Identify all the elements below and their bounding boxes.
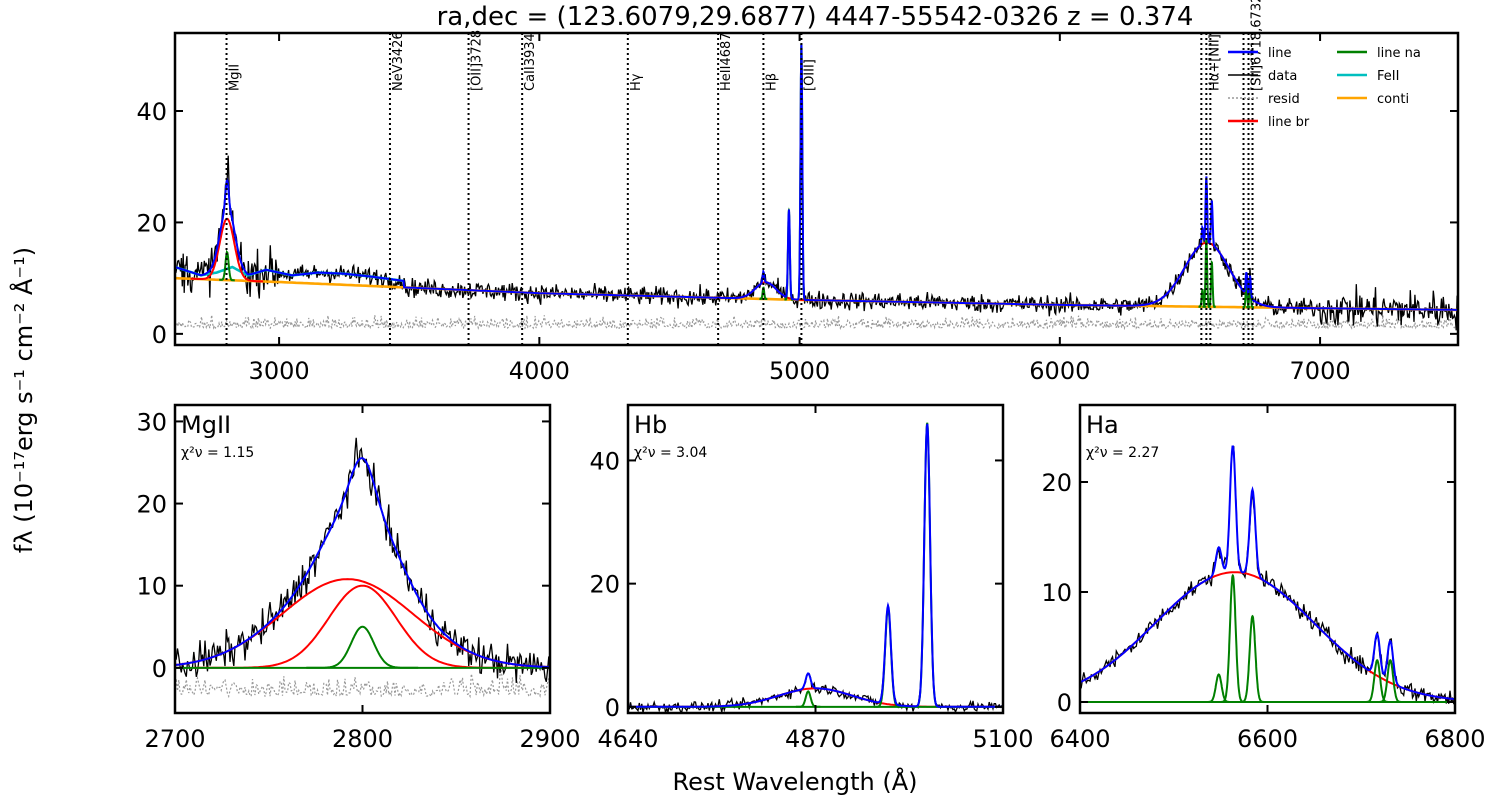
panel-frame xyxy=(173,31,1460,347)
data-series xyxy=(175,437,550,683)
plot-area xyxy=(1080,445,1455,705)
y-tick-label: 10 xyxy=(136,573,167,601)
panel-chi2: χ²ν = 3.04 xyxy=(634,445,707,461)
line-marker-label: MgII xyxy=(228,64,243,91)
panel-title: MgII xyxy=(181,411,231,439)
y-tick-label: 20 xyxy=(136,209,167,237)
data-series xyxy=(1080,445,1455,705)
x-tick-label: 6800 xyxy=(1424,725,1485,753)
line-marker-label: NeV3426 xyxy=(391,31,406,91)
y-tick-label: 0 xyxy=(152,655,167,683)
x-tick-label: 7000 xyxy=(1290,357,1351,385)
plot-area xyxy=(628,422,1003,713)
line-na-component xyxy=(1218,573,1247,703)
y-tick-label: 0 xyxy=(1057,689,1072,717)
line-na-component xyxy=(795,690,821,708)
data-series xyxy=(175,68,1458,331)
line-model-series xyxy=(175,43,1458,311)
line-model-series xyxy=(1080,445,1455,701)
y-tick-label: 20 xyxy=(589,571,620,599)
y-tick-label: 20 xyxy=(1041,469,1072,497)
y-tick-label: 40 xyxy=(136,98,167,126)
legend-data-label: data xyxy=(1268,69,1297,84)
line-model-series xyxy=(175,457,550,669)
x-tick-label: 6400 xyxy=(1049,725,1110,753)
x-tick-label: 2900 xyxy=(519,725,580,753)
line-marker-label: [SII]6718,6732 xyxy=(1250,0,1265,91)
panel-chi2: χ²ν = 2.27 xyxy=(1086,445,1159,461)
x-tick-label: 2800 xyxy=(332,725,393,753)
y-tick-label: 0 xyxy=(605,694,620,722)
panel-chi2: χ²ν = 1.15 xyxy=(181,445,254,461)
x-tick-label: 5000 xyxy=(769,357,830,385)
x-tick-label: 6600 xyxy=(1237,725,1298,753)
line-na-component xyxy=(1238,614,1267,703)
ha-panel: 6400 6600 6800 0 10 20 Ha χ²ν = 2.27 xyxy=(1041,403,1486,753)
x-tick-label: 2700 xyxy=(144,725,205,753)
line-na-component xyxy=(1207,259,1216,308)
y-axis-label: fλ (10⁻¹⁷erg s⁻¹ cm⁻² Å⁻¹) xyxy=(9,247,38,553)
chart-title: ra,dec = (123.6079,29.6877) 4447-55542-0… xyxy=(437,2,1194,32)
legend-feii-label: FeII xyxy=(1377,69,1399,84)
x-tick-label: 6000 xyxy=(1029,357,1090,385)
line-marker-label: Hγ xyxy=(629,73,644,91)
legend: line data resid line br line na FeII con… xyxy=(1228,46,1421,130)
y-tick-label: 10 xyxy=(1041,579,1072,607)
x-tick-label: 4640 xyxy=(597,725,658,753)
legend-line-br-label: line br xyxy=(1268,115,1310,130)
line-br-component xyxy=(1080,571,1455,701)
x-tick-label: 4870 xyxy=(785,725,846,753)
main-spectrum-panel: MgII NeV3426 [OII]3728 CaII3934 Hγ HeII4687 Hβ… xyxy=(136,0,1460,385)
resid-series xyxy=(175,668,550,699)
y-tick-label: 20 xyxy=(136,491,167,519)
line-marker-label: [OIII] xyxy=(802,59,817,91)
mgii-panel: 2700 2800 2900 0 10 20 30 MgII χ²ν = 1.15 xyxy=(136,403,581,753)
y-tick-label: 30 xyxy=(136,408,167,436)
x-tick-label: 5100 xyxy=(972,725,1033,753)
panel-title: Hb xyxy=(634,411,667,439)
data-series xyxy=(628,429,1003,713)
legend-line-label: line xyxy=(1268,46,1291,61)
line-marker-label: [OII]3728 xyxy=(470,30,485,91)
line-na-component xyxy=(912,422,942,708)
line-marker-label: Hα+[NII] xyxy=(1207,34,1222,91)
hb-panel: 4640 4870 5100 0 20 40 Hb χ²ν = 3.04 xyxy=(589,403,1034,753)
y-tick-label: 0 xyxy=(152,321,167,349)
resid-series xyxy=(175,314,1458,331)
x-tick-label: 4000 xyxy=(509,357,570,385)
line-br-component xyxy=(175,578,550,669)
line-marker-label: HeII4687 xyxy=(719,32,734,91)
line-na-component xyxy=(759,286,768,300)
line-na-component xyxy=(873,607,903,708)
y-tick-label: 40 xyxy=(589,447,620,475)
line-marker-label: CaII3934 xyxy=(523,33,538,91)
legend-conti-label: conti xyxy=(1377,92,1409,107)
line-model-series xyxy=(628,423,1003,708)
x-axis-label: Rest Wavelength (Å) xyxy=(672,767,917,796)
line-marker-label: Hβ xyxy=(764,73,779,91)
plot-area xyxy=(175,437,550,699)
line-na-component xyxy=(306,625,419,669)
line-na-component xyxy=(219,249,235,282)
panel-title: Ha xyxy=(1086,411,1119,439)
x-tick-label: 3000 xyxy=(249,357,310,385)
legend-resid-label: resid xyxy=(1268,92,1300,107)
legend-line-na-label: line na xyxy=(1377,46,1421,61)
